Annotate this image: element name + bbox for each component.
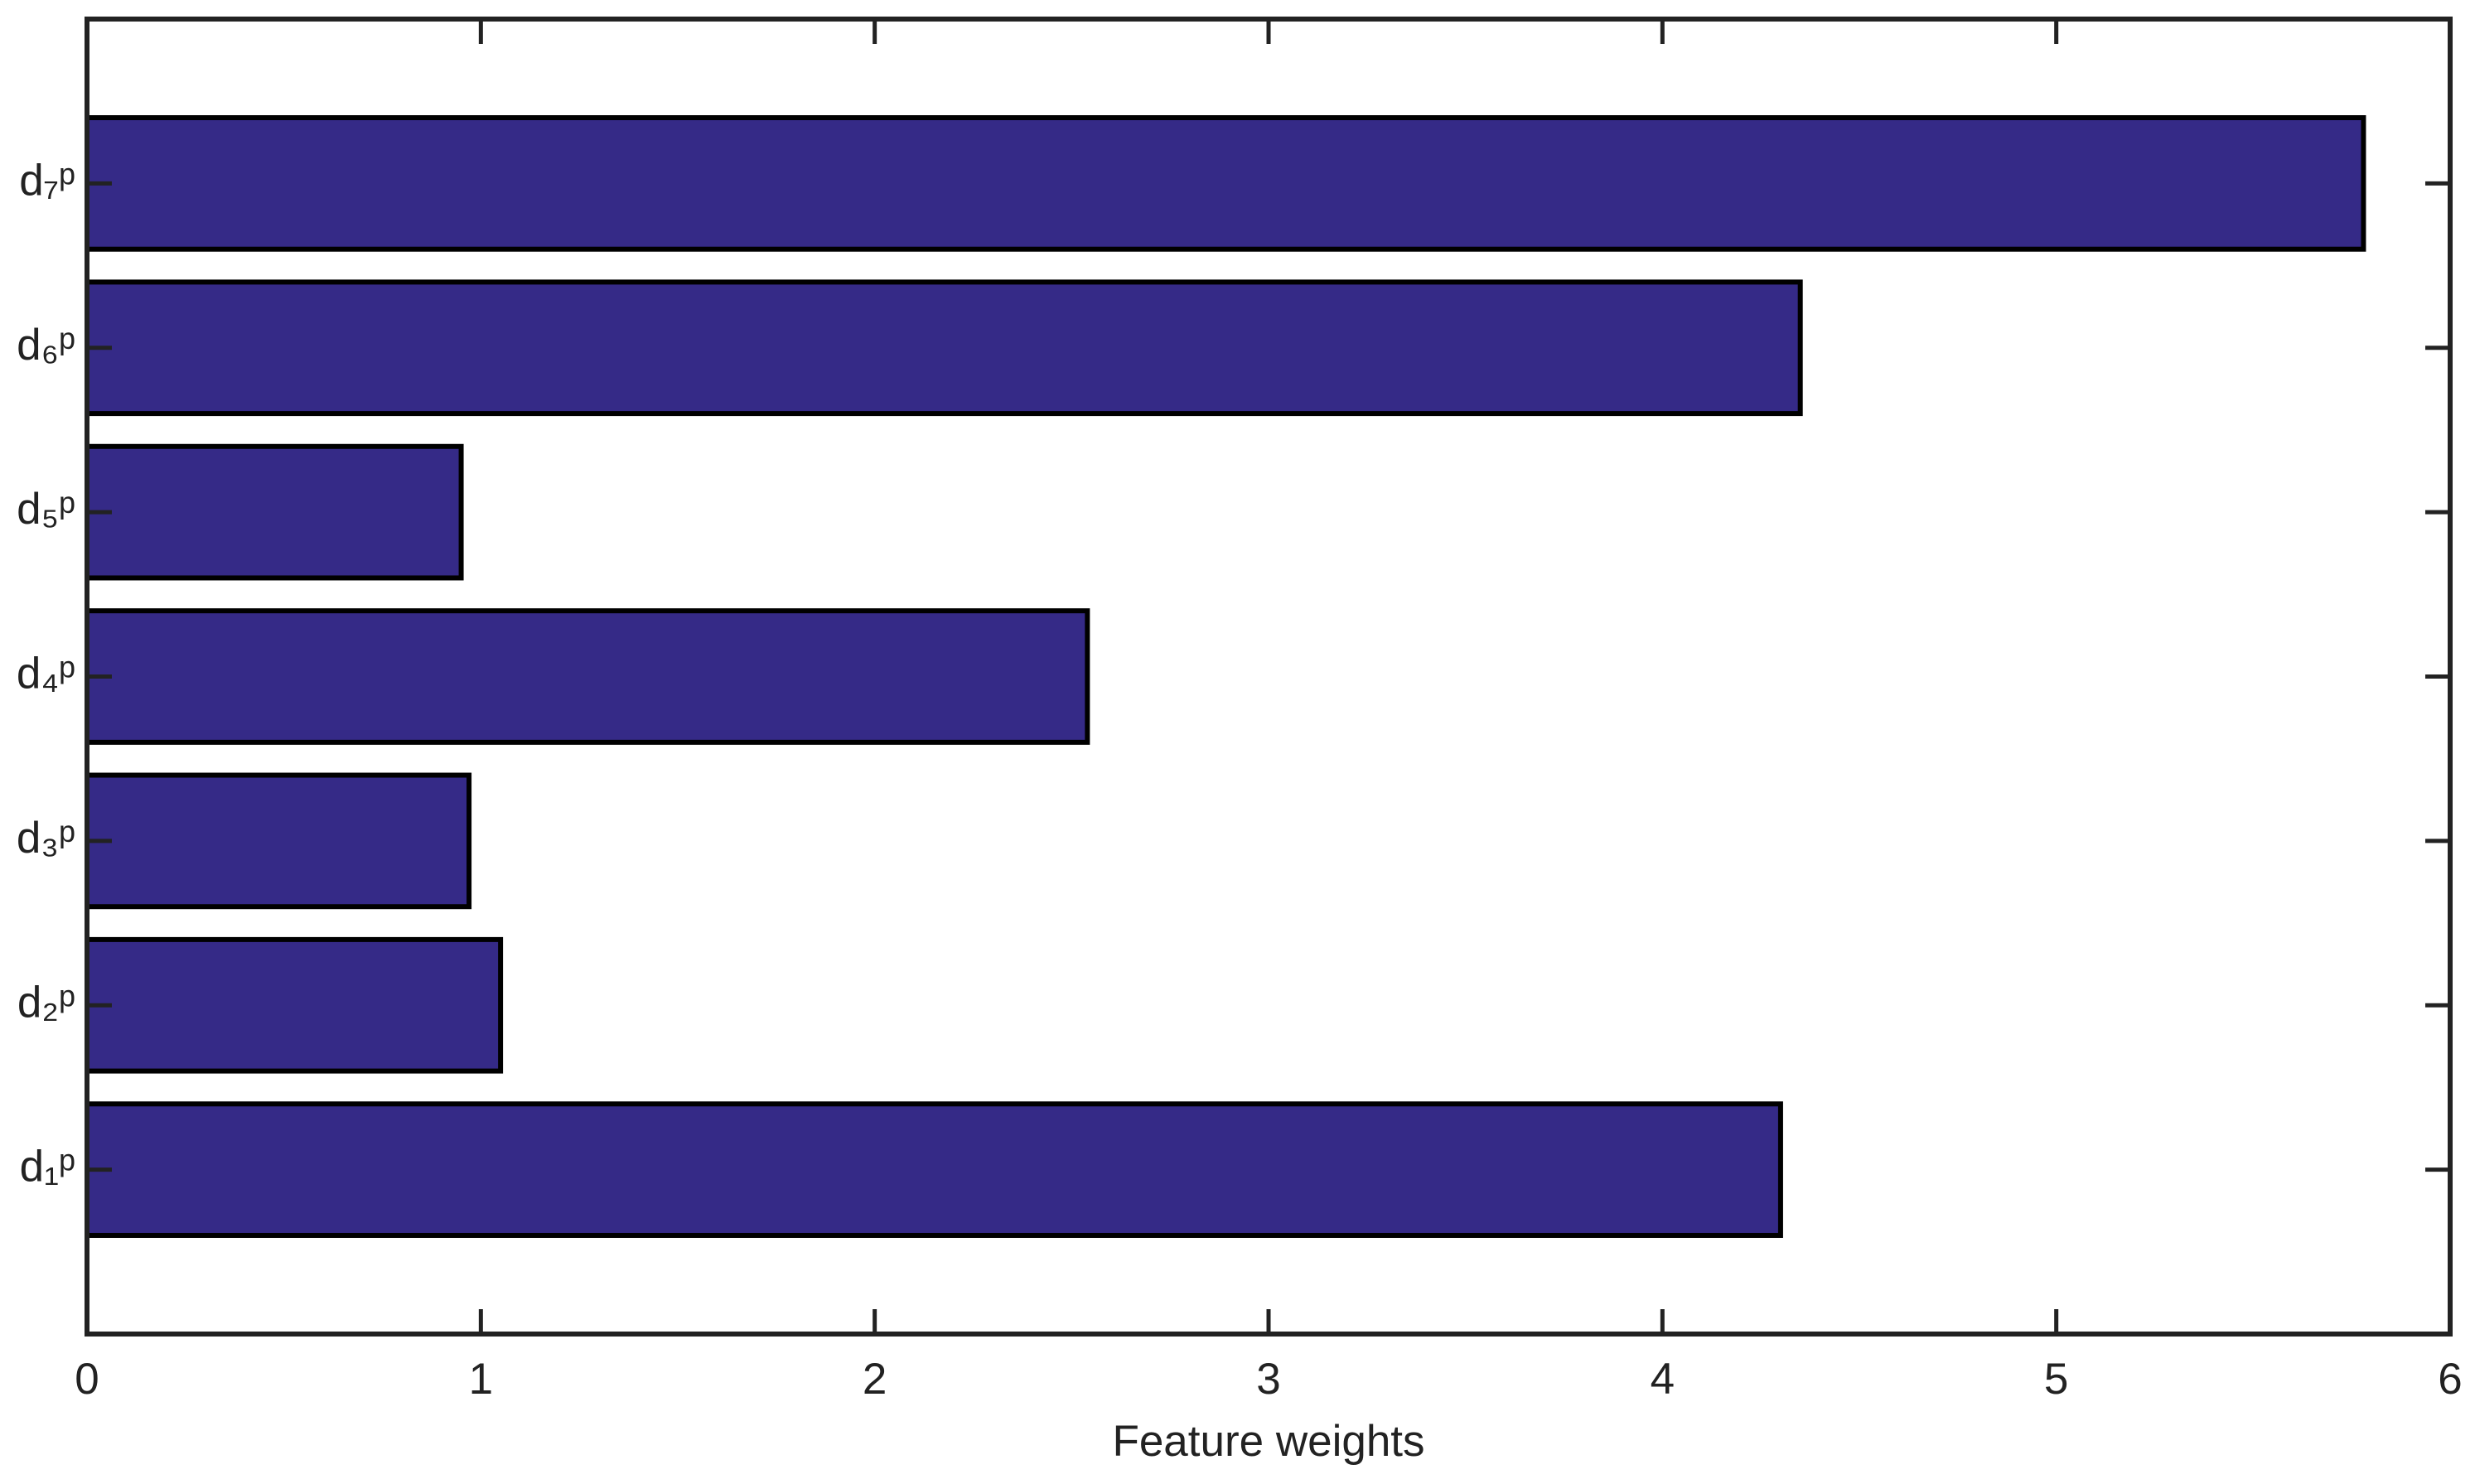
y-tick-label: d₄ᵖ — [17, 650, 75, 698]
x-tick-label: 1 — [469, 1355, 493, 1404]
x-tick-label: 3 — [1256, 1355, 1280, 1404]
plot-frame — [85, 17, 2453, 1337]
x-tick-label: 6 — [2438, 1355, 2462, 1404]
bar — [85, 608, 1090, 745]
y-tick-label: d₂ᵖ — [17, 978, 75, 1027]
y-tick-label: d₁ᵖ — [20, 1143, 75, 1192]
x-tick-label: 2 — [863, 1355, 887, 1404]
y-tick-label: d₆ᵖ — [17, 321, 75, 370]
bar — [85, 279, 1803, 417]
bar — [85, 936, 504, 1074]
bar — [85, 443, 464, 581]
x-axis-label: Feature weights — [1112, 1417, 1424, 1466]
bar — [85, 1101, 1783, 1238]
y-tick-label: d₇ᵖ — [19, 156, 75, 205]
x-tick-label: 4 — [1651, 1355, 1675, 1404]
x-tick-label: 5 — [2044, 1355, 2068, 1404]
y-tick-label: d₃ᵖ — [17, 814, 75, 863]
y-tick-label: d₅ᵖ — [17, 485, 75, 534]
bar — [85, 115, 2366, 252]
bar — [85, 772, 472, 910]
x-tick-label: 0 — [75, 1355, 99, 1404]
